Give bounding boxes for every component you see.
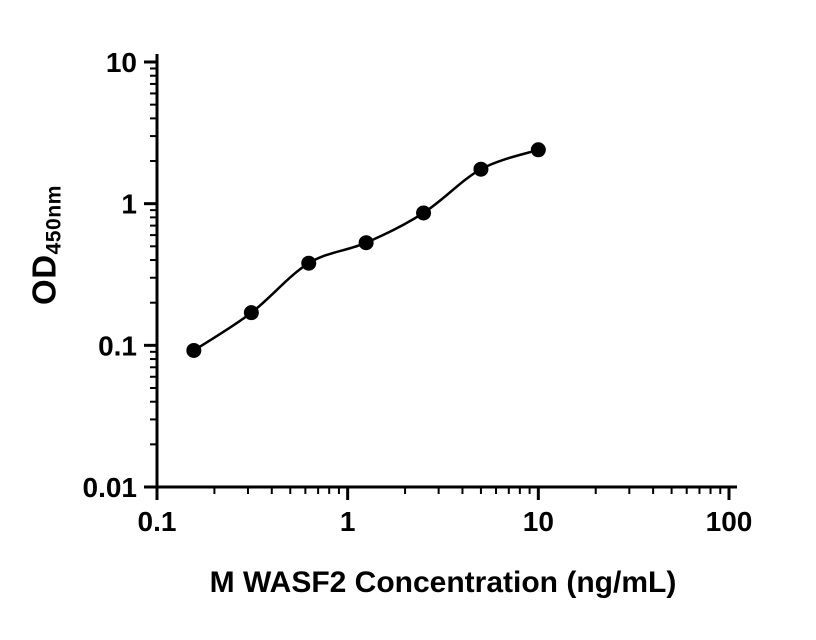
data-point — [530, 142, 546, 158]
x-tick-label: 100 — [706, 506, 753, 537]
data-point — [473, 161, 489, 177]
y-tick-label: 0.1 — [98, 330, 137, 361]
data-point — [358, 235, 374, 251]
data-point — [243, 305, 259, 321]
y-tick-label: 1 — [121, 189, 137, 220]
x-tick-label: 0.1 — [138, 506, 177, 537]
y-axis-title: OD450nm — [26, 185, 67, 305]
y-tick-label: 0.01 — [83, 472, 138, 503]
x-tick-label: 10 — [523, 506, 554, 537]
y-axis-title-sub: 450nm — [42, 185, 66, 255]
y-tick-label: 10 — [106, 47, 137, 78]
data-point — [416, 205, 432, 221]
data-point — [301, 255, 317, 271]
data-point — [186, 342, 202, 358]
x-tick-label: 1 — [340, 506, 356, 537]
x-axis-title: M WASF2 Concentration (ng/mL) — [209, 566, 677, 599]
y-axis-title-main: OD — [25, 254, 63, 305]
